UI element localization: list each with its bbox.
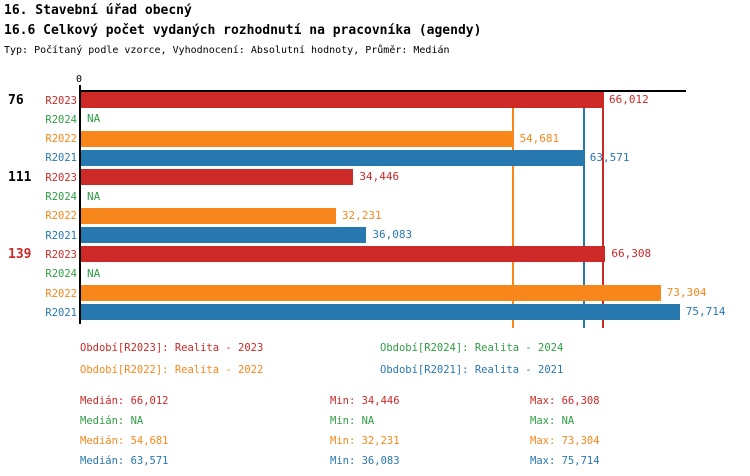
axis-zero-label: 0 bbox=[76, 74, 83, 85]
median-line bbox=[602, 92, 605, 328]
stat-min: Min: 34,446 bbox=[330, 395, 400, 407]
bar-value-label: 63,571 bbox=[589, 150, 630, 164]
series-label: R2024 bbox=[45, 268, 77, 281]
series-label: R2023 bbox=[45, 94, 77, 107]
series-label: R2023 bbox=[45, 248, 77, 261]
stat-median: Medián: 63,571 bbox=[80, 455, 169, 467]
bar-value-label: 75,714 bbox=[685, 305, 726, 319]
series-label: R2024 bbox=[45, 113, 77, 126]
report-title: 16. Stavební úřad obecný bbox=[4, 3, 192, 18]
legend-item: Období[R2024]: Realita - 2024 bbox=[380, 342, 564, 354]
bar bbox=[81, 169, 354, 186]
bar-value-label: 73,304 bbox=[666, 286, 707, 299]
bar-na-label: NA bbox=[87, 189, 101, 203]
bar bbox=[81, 285, 661, 301]
stat-max: Max: NA bbox=[530, 415, 575, 427]
stat-max: Max: 73,304 bbox=[530, 435, 600, 447]
bar-na-label: NA bbox=[87, 266, 101, 280]
bar bbox=[81, 207, 336, 224]
bar-value-label: 32,231 bbox=[341, 208, 382, 222]
report-meta: Typ: Počítaný podle vzorce, Vyhodnocení:… bbox=[4, 45, 450, 56]
series-label: R2024 bbox=[45, 191, 77, 203]
legend-item: Období[R2022]: Realita - 2022 bbox=[80, 364, 264, 376]
series-label: R2021 bbox=[45, 229, 77, 242]
y-axis-line bbox=[79, 85, 81, 324]
legend-item: Období[R2021]: Realita - 2021 bbox=[380, 364, 564, 376]
series-label: R2022 bbox=[45, 133, 77, 146]
group-id-label: 111 bbox=[8, 170, 32, 186]
median-line bbox=[512, 92, 515, 328]
stat-max: Max: 66,308 bbox=[530, 395, 600, 407]
stat-median: Medián: NA bbox=[80, 415, 144, 427]
group-id-label: 139 bbox=[8, 247, 32, 263]
bar-value-label: 36,083 bbox=[372, 228, 413, 242]
x-axis-line bbox=[79, 90, 686, 92]
bar bbox=[81, 130, 514, 147]
series-label: R2021 bbox=[45, 152, 77, 165]
series-label: R2023 bbox=[45, 171, 77, 184]
bar bbox=[81, 92, 604, 108]
bar bbox=[81, 304, 680, 321]
bar-value-label: 66,012 bbox=[609, 93, 649, 106]
bar bbox=[81, 227, 367, 244]
median-line bbox=[582, 92, 585, 328]
bar bbox=[81, 149, 584, 166]
stat-median: Medián: 66,012 bbox=[80, 395, 169, 407]
stat-median: Medián: 54,681 bbox=[80, 435, 169, 447]
stat-min: Min: 32,231 bbox=[330, 435, 400, 447]
series-label: R2022 bbox=[45, 287, 77, 300]
stat-min: Min: 36,083 bbox=[330, 455, 400, 467]
bar-value-label: 66,308 bbox=[611, 247, 652, 261]
group-id-label: 76 bbox=[8, 93, 24, 108]
bar-value-label: 54,681 bbox=[519, 131, 560, 145]
series-label: R2022 bbox=[45, 210, 77, 223]
report-subtitle: 16.6 Celkový počet vydaných rozhodnutí n… bbox=[4, 23, 482, 38]
legend-item: Období[R2023]: Realita - 2023 bbox=[80, 342, 264, 354]
series-label: R2021 bbox=[45, 306, 77, 319]
stat-min: Min: NA bbox=[330, 415, 375, 427]
bar-value-label: 34,446 bbox=[359, 170, 400, 184]
stat-max: Max: 75,714 bbox=[530, 455, 600, 467]
bar bbox=[81, 246, 606, 263]
bar-na-label: NA bbox=[87, 112, 101, 126]
